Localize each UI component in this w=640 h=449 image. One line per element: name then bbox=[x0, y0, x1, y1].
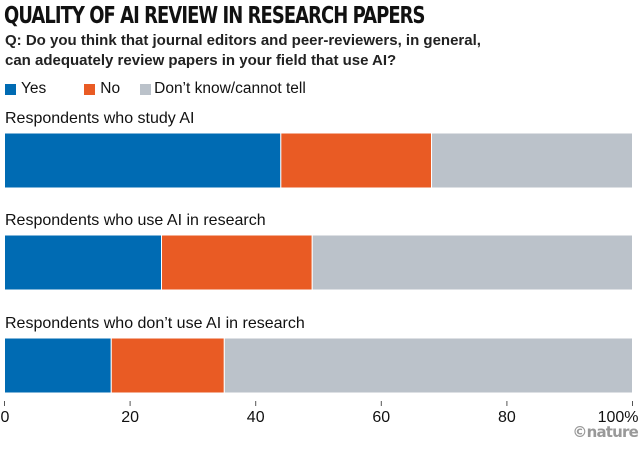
bars-group bbox=[4, 132, 634, 394]
bar-dont-know-row-3 bbox=[223, 337, 634, 394]
legend-item-yes: Yes bbox=[5, 80, 46, 98]
category-label-dont-use-ai: Respondents who don’t use AI in research bbox=[5, 315, 305, 332]
nature-credit: ©nature bbox=[572, 423, 638, 441]
bar-no-row-1 bbox=[280, 132, 433, 189]
legend-swatch-yes bbox=[5, 83, 16, 95]
legend-item-no: No bbox=[84, 80, 120, 98]
bar-no-row-2 bbox=[161, 234, 313, 291]
bar-dont-know-row-1 bbox=[431, 132, 634, 189]
legend-label-dont-know: Don’t know/cannot tell bbox=[154, 80, 306, 97]
x-tick-label-80: 80 bbox=[498, 409, 516, 426]
legend: Yes No Don’t know/cannot tell bbox=[5, 80, 326, 98]
x-tick-label-60: 60 bbox=[372, 409, 390, 426]
bar-yes-row-2 bbox=[4, 234, 162, 291]
bar-yes-row-1 bbox=[4, 132, 282, 189]
legend-item-dont-know: Don’t know/cannot tell bbox=[140, 80, 306, 98]
x-tick-label-100: 100% bbox=[598, 409, 639, 426]
bar-yes-row-3 bbox=[4, 337, 112, 394]
legend-swatch-dont-know bbox=[140, 83, 152, 95]
subtitle-line-1: Q: Do you think that journal editors and… bbox=[5, 32, 481, 49]
category-label-use-ai: Respondents who use AI in research bbox=[5, 212, 266, 229]
legend-swatch-no bbox=[84, 83, 96, 95]
bar-no-row-3 bbox=[110, 337, 225, 394]
category-label-study-ai: Respondents who study AI bbox=[5, 110, 195, 127]
x-tick-label-0: 0 bbox=[1, 409, 10, 426]
x-tick-label-20: 20 bbox=[121, 409, 139, 426]
legend-label-no: No bbox=[100, 80, 121, 97]
bar-dont-know-row-2 bbox=[311, 234, 633, 291]
chart-subtitle: Q: Do you think that journal editors and… bbox=[5, 31, 481, 71]
chart-title: QUALITY OF AI REVIEW IN RESEARCH PAPERS bbox=[4, 3, 425, 29]
x-tick-label-40: 40 bbox=[247, 409, 265, 426]
x-axis: 0 20 40 60 80 100% bbox=[1, 401, 639, 426]
subtitle-line-2: can adequately review papers in your fie… bbox=[5, 52, 397, 69]
legend-label-yes: Yes bbox=[21, 80, 47, 97]
